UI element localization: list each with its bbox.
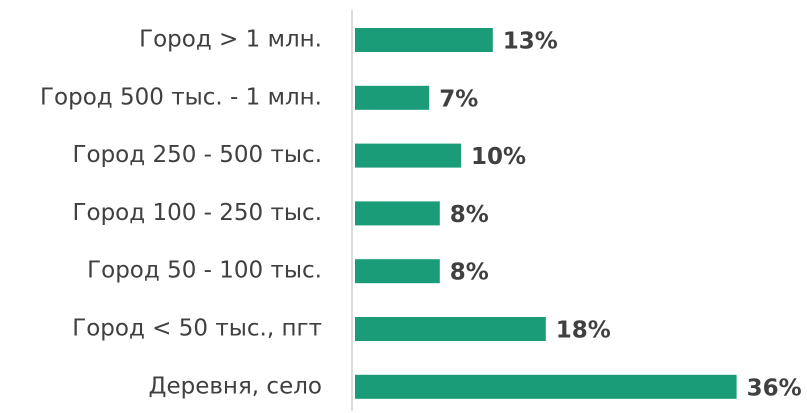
bar (355, 317, 546, 341)
bar (355, 85, 430, 110)
data-label: 13% (503, 29, 558, 55)
category-label: Город 250 - 500 тыс. (72, 142, 322, 168)
bar (355, 374, 737, 399)
category-label: Деревня, село (149, 373, 323, 399)
data-label: 7% (439, 86, 478, 112)
data-label: 10% (471, 144, 526, 170)
data-label: 18% (556, 318, 611, 344)
category-label: Город 50 - 100 тыс. (87, 258, 322, 284)
data-label: 8% (450, 260, 489, 286)
bar (355, 201, 440, 226)
data-label: 8% (450, 202, 489, 228)
category-label: Город 100 - 250 тыс. (72, 200, 322, 226)
category-label: Город 500 тыс. - 1 млн. (40, 84, 322, 110)
data-label: 36% (747, 375, 802, 401)
bar (355, 28, 493, 52)
category-label: Город > 1 млн. (139, 27, 322, 53)
bar (355, 143, 461, 168)
bar (355, 259, 440, 284)
category-label: Город < 50 тыс., пгт (72, 316, 322, 342)
